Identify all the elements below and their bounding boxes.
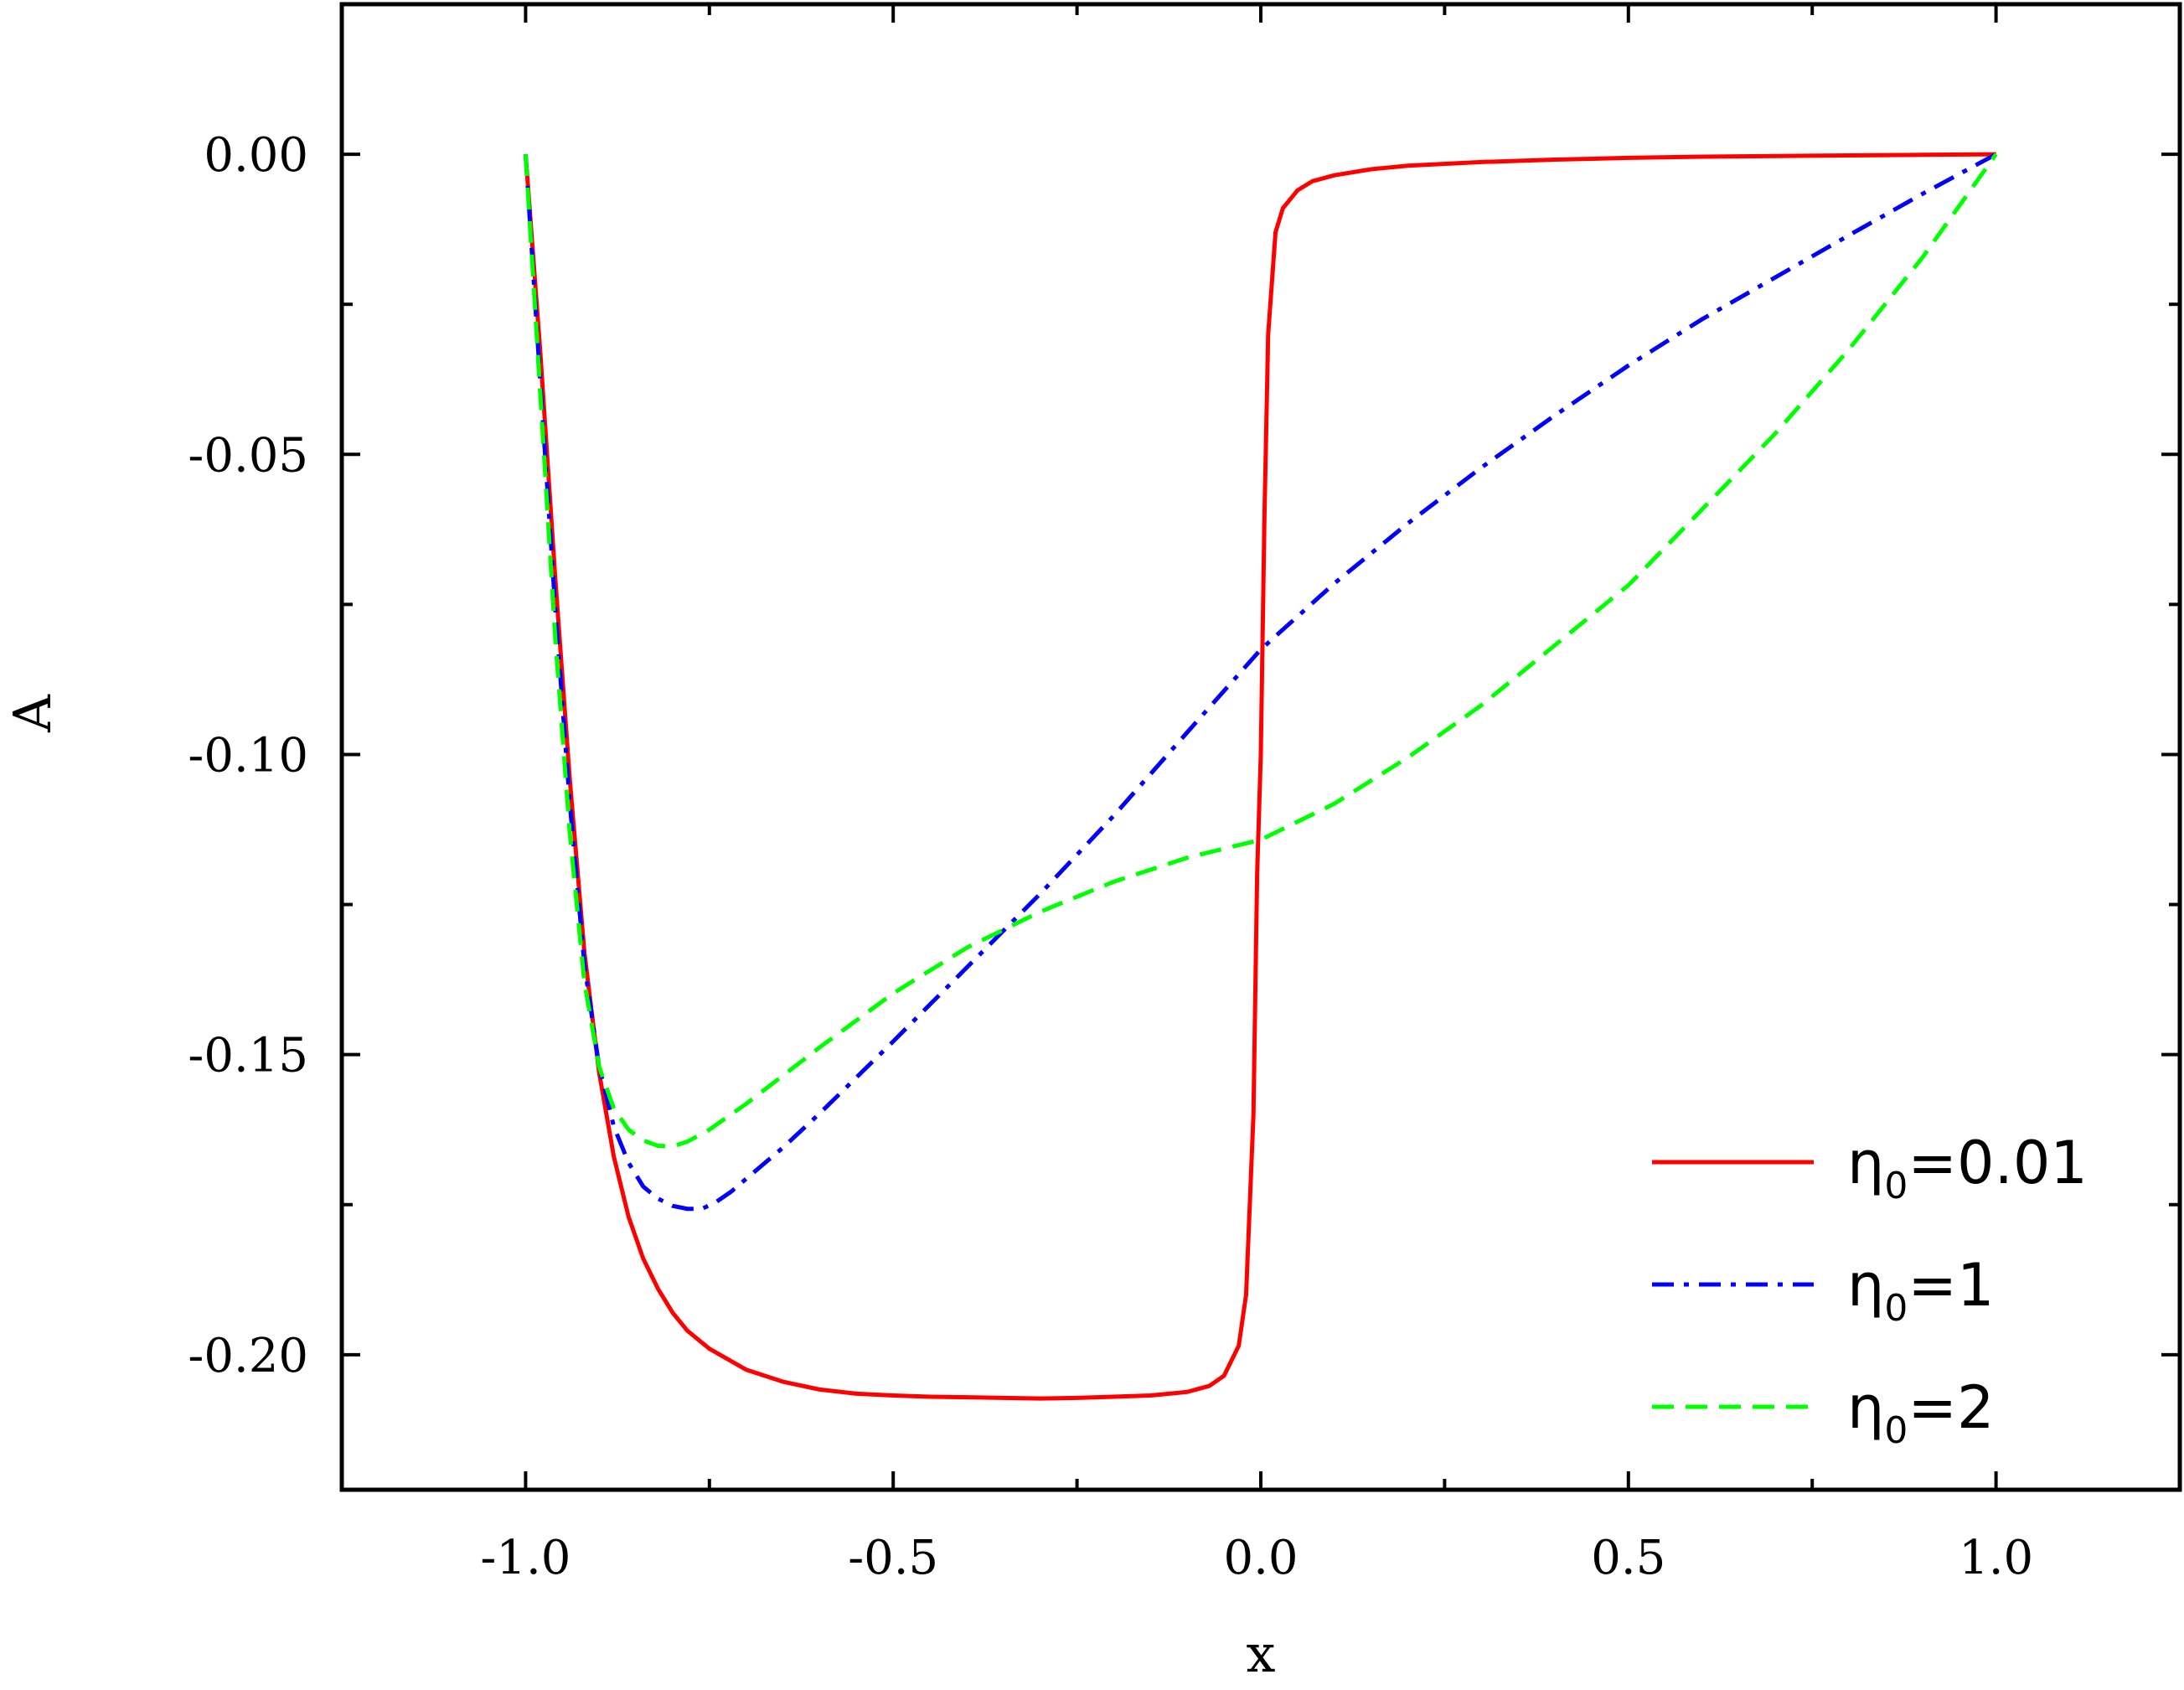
- x-tick-label: 1.0: [1959, 1531, 2033, 1585]
- labels-layer: -1.0 -0.5 0.0 0.5 1.0 0.00 -0.05 -0.10 -0.15 -0.2…: [188, 128, 2033, 1585]
- legend-label-main: η: [1847, 1251, 1884, 1320]
- series-line: [523, 152, 1998, 1149]
- y-tick-label: -0.10: [188, 728, 308, 783]
- legend-label-main: η: [1847, 1373, 1884, 1442]
- legend-label: η0=0.01: [1847, 1129, 2088, 1207]
- legend-label-main: η: [1847, 1129, 1884, 1197]
- y-axis-title: A: [2, 694, 63, 733]
- legend-label-sub: 0: [1884, 1287, 1908, 1330]
- ticks-layer: [342, 4, 2180, 1490]
- legend-label: η0=2: [1847, 1373, 1995, 1452]
- x-tick-label: 0.5: [1591, 1531, 1665, 1585]
- legend-label-sub: 0: [1884, 1165, 1908, 1207]
- series-layer: [523, 152, 1998, 1401]
- legend-label-rest: =0.01: [1908, 1129, 2088, 1197]
- series-line: [523, 152, 1997, 1212]
- y-tick-label: -0.15: [188, 1029, 308, 1083]
- legend-label-sub: 0: [1884, 1409, 1908, 1452]
- y-tick-label: 0.00: [204, 128, 308, 183]
- y-tick-label: -0.20: [188, 1329, 308, 1383]
- series-line: [523, 152, 1996, 1401]
- x-tick-label: 0.0: [1223, 1531, 1298, 1585]
- legend-label: η0=1: [1847, 1251, 1995, 1330]
- x-axis-title: x: [1247, 1623, 1276, 1684]
- legend-label-rest: =1: [1908, 1251, 1994, 1320]
- x-tick-label: -1.0: [480, 1531, 571, 1585]
- legend-label-rest: =2: [1908, 1373, 1994, 1442]
- y-tick-label: -0.05: [188, 428, 308, 483]
- x-tick-label: -0.5: [848, 1531, 938, 1585]
